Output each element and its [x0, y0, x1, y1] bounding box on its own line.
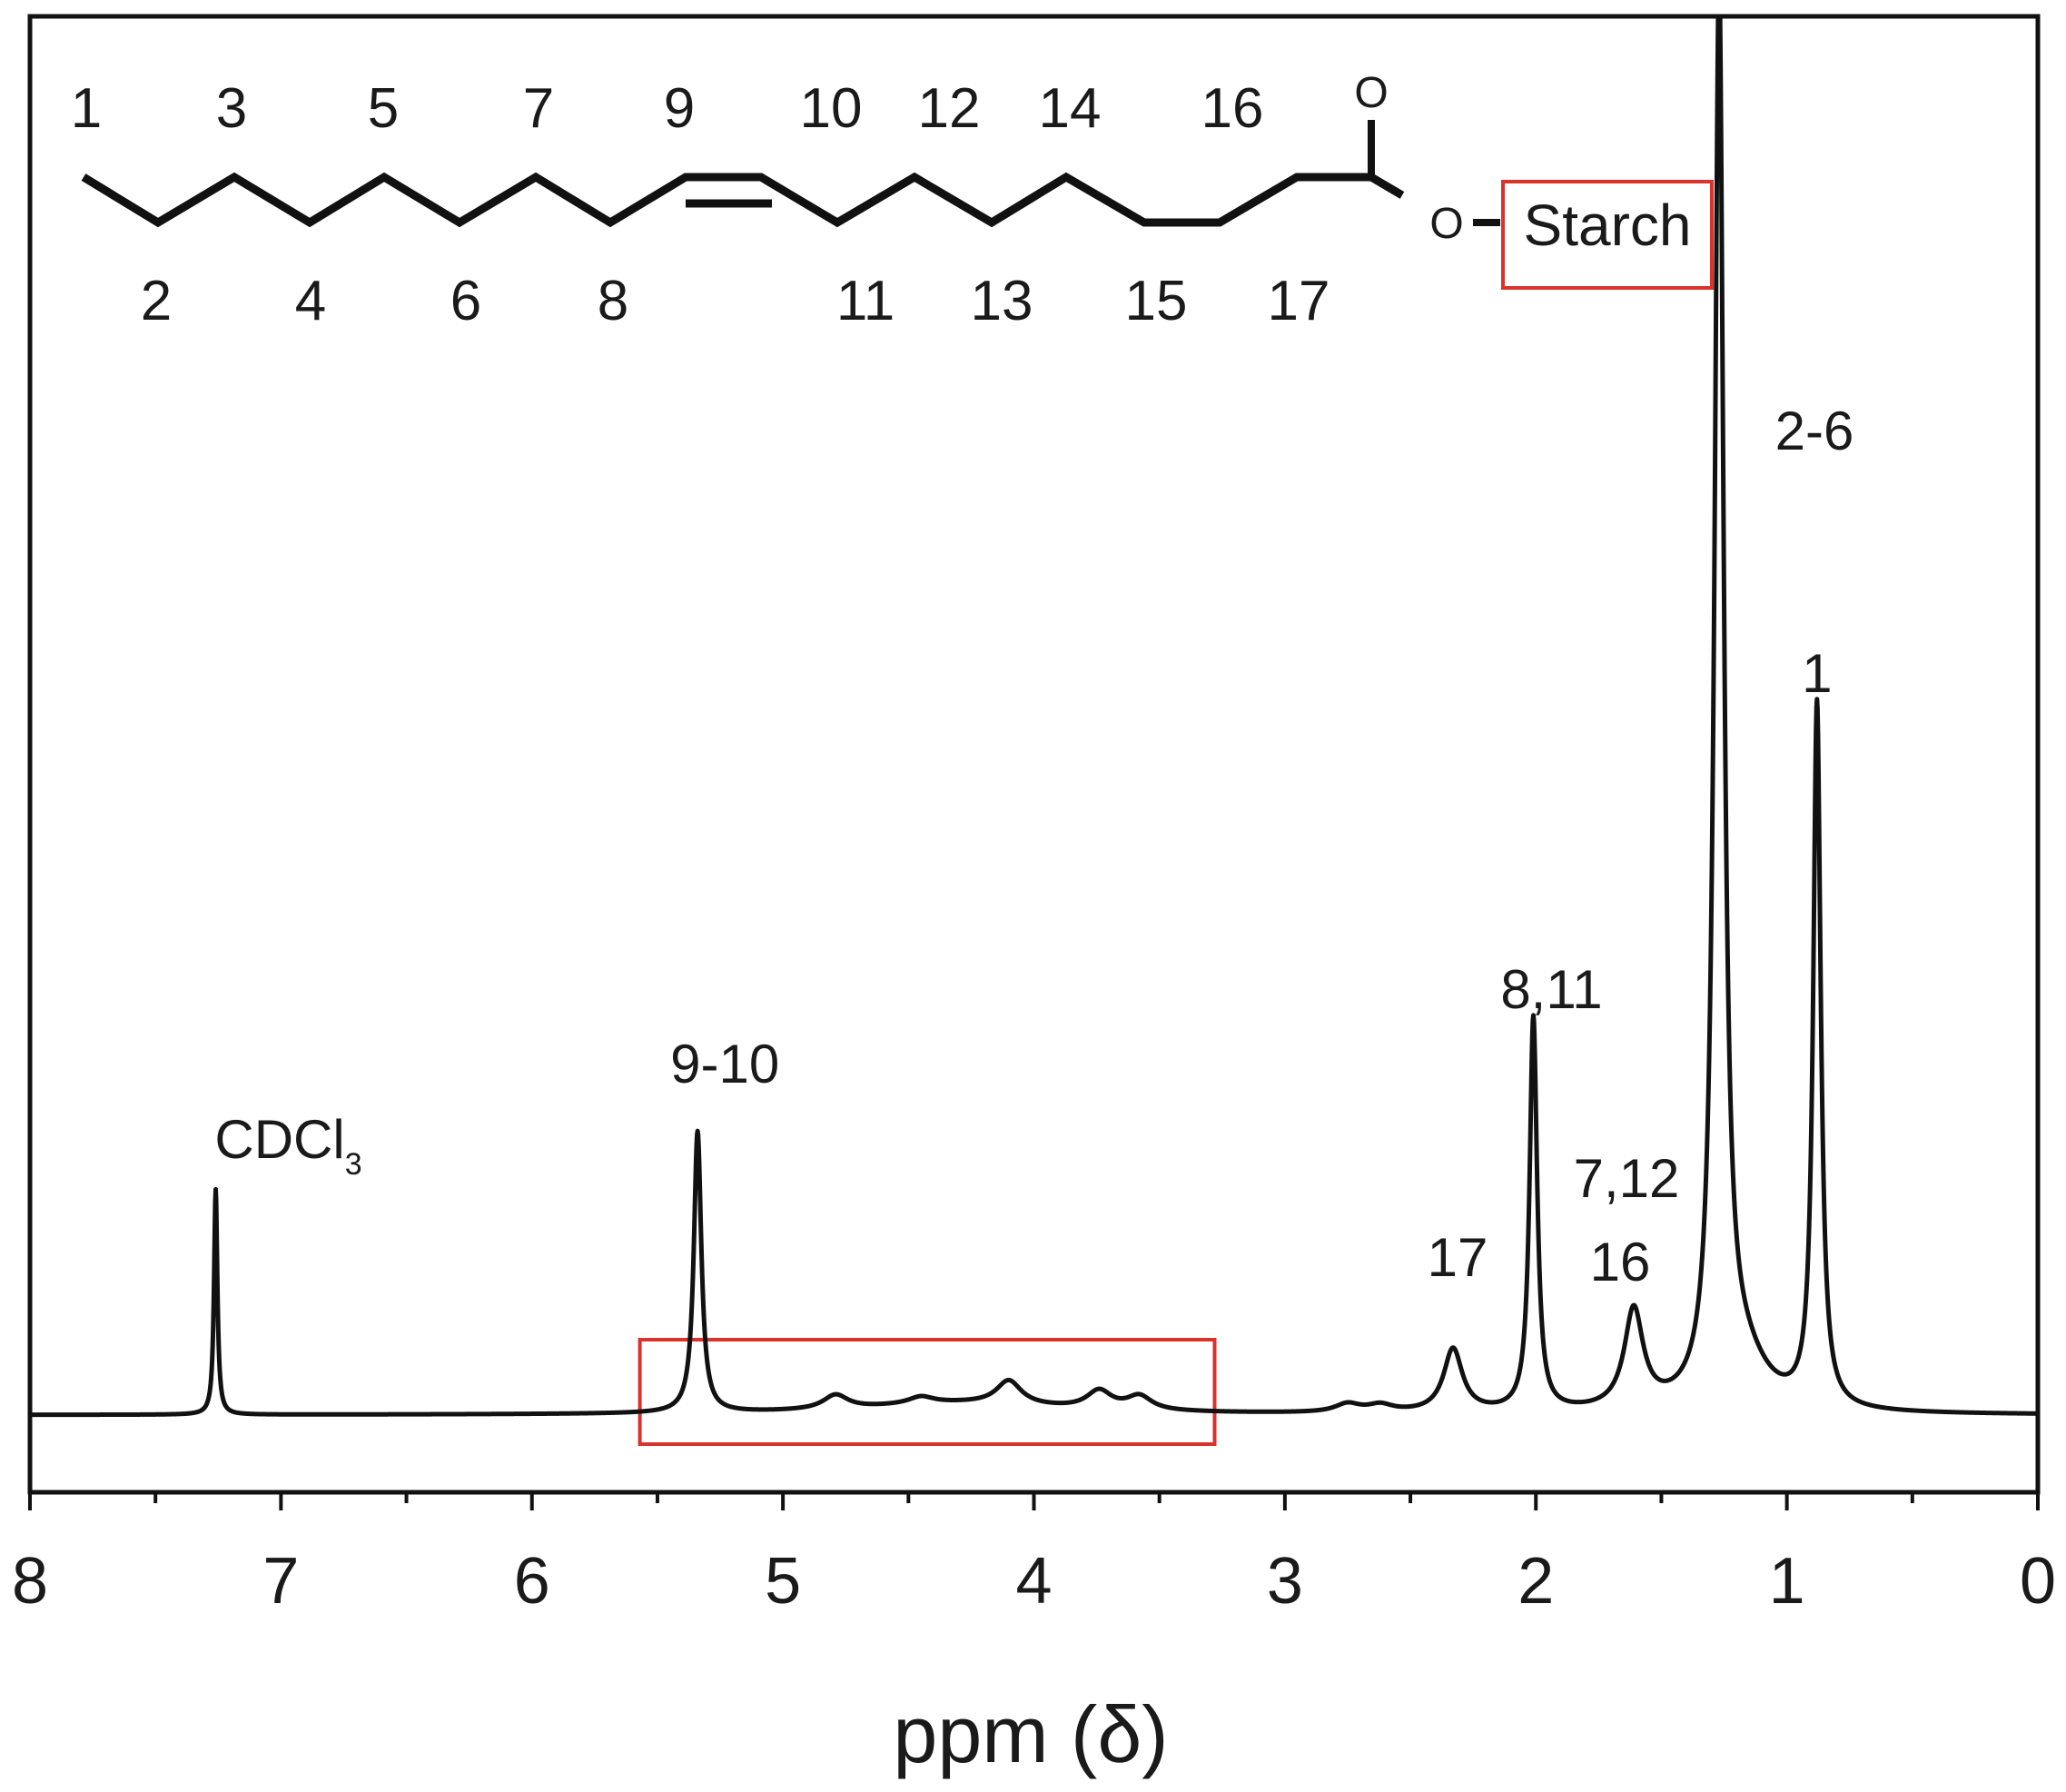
atom-number: 8: [598, 270, 628, 332]
plot-frame: [27, 14, 2041, 1495]
atom-number: 14: [1039, 77, 1102, 140]
x-tick-label: 4: [1015, 1545, 1052, 1618]
atom-number: 2: [141, 270, 172, 332]
chemical-structure: O O Starch 1 3 5 7 9 10 12 14 16 2 4 6 8…: [71, 69, 1714, 332]
atom-number: 6: [450, 270, 481, 332]
x-tick-label: 1: [1769, 1545, 1805, 1618]
atom-number: 10: [800, 77, 863, 140]
peak-label: 17: [1428, 1227, 1488, 1288]
starch-highlight-box: [1501, 180, 1714, 290]
atom-number: 9: [664, 77, 695, 140]
atom-number: 12: [918, 77, 981, 140]
atom-number: 4: [295, 270, 326, 332]
ester-oxygen: O: [1429, 200, 1463, 248]
peak-label: 7,12: [1574, 1148, 1680, 1209]
carbonyl-oxygen: O: [1354, 69, 1388, 117]
peak-label: 1: [1802, 643, 1832, 704]
spectrum-line: [28, 14, 2040, 1418]
peak-label-subscript: 3: [345, 1147, 362, 1182]
x-tick-label: 0: [2020, 1545, 2056, 1618]
highlight-region-box: [638, 1338, 1217, 1446]
x-axis-label: ppm (δ): [893, 1689, 1168, 1779]
x-tick-label: 6: [514, 1545, 550, 1618]
x-axis-tick-labels: 8 7 6 5 4 3 2 1 0: [12, 1545, 2056, 1618]
peak-label: 8,11: [1500, 959, 1602, 1020]
x-tick-label: 5: [765, 1545, 801, 1618]
x-tick-label: 8: [12, 1545, 48, 1618]
atom-number: 15: [1125, 270, 1188, 332]
x-tick-label: 2: [1517, 1545, 1554, 1618]
x-tick-label: 7: [262, 1545, 299, 1618]
atom-number: 11: [836, 270, 895, 332]
peak-label: 2-6: [1775, 401, 1854, 461]
x-axis-ticks: [28, 1492, 2040, 1510]
atom-number: 7: [523, 77, 554, 140]
peak-label: 16: [1590, 1232, 1651, 1292]
x-tick-label: 3: [1267, 1545, 1303, 1618]
carbon-chain: [81, 172, 1405, 228]
atom-number: 3: [216, 77, 247, 140]
peak-label: 9-10: [670, 1034, 779, 1094]
atom-number: 16: [1201, 77, 1264, 140]
atom-number: 17: [1268, 270, 1330, 332]
peak-labels: CDCl3 9-10 17 8,11 7,12 16 2-6 1: [214, 401, 1853, 1292]
peak-label: CDCl3: [214, 1109, 361, 1182]
atom-number: 1: [71, 77, 102, 140]
atom-number: 5: [368, 77, 399, 140]
starch-label: Starch: [1524, 193, 1692, 258]
atom-number: 13: [971, 270, 1033, 332]
